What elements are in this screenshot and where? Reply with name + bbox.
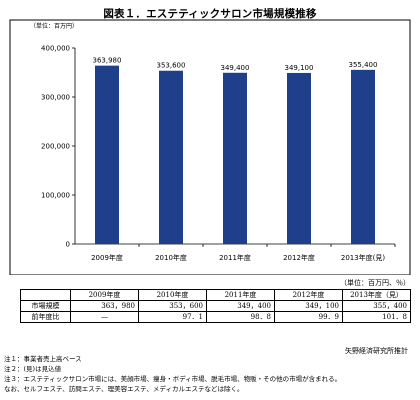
table-cell: 353，600 <box>138 300 207 312</box>
data-label: 355,400 <box>349 61 378 69</box>
table-cell: 98．8 <box>206 311 275 323</box>
table-cell: 363，980 <box>70 300 139 312</box>
data-label: 353,600 <box>157 62 186 70</box>
data-label: 363,980 <box>93 57 122 65</box>
table-cell: 99．9 <box>274 311 343 323</box>
x-tick-label: 2013年度(見) <box>341 253 386 262</box>
bar <box>351 69 375 244</box>
bar <box>95 65 119 244</box>
table-column-header: 2013年度（見） <box>342 289 411 301</box>
notes: 注１：事業者売上高ベース 注２：(見)は見込値 注３：エステティックサロン市場に… <box>4 354 341 394</box>
unit-label: （単位：百万円） <box>30 22 78 30</box>
note-line: 注３：エステティックサロン市場には、美顔市場、痩身・ボディ市場、脱毛市場、物販・… <box>4 375 342 383</box>
data-label: 349,100 <box>285 64 314 72</box>
table-cell: 355，400 <box>342 300 411 312</box>
table-cell: 349，400 <box>206 300 275 312</box>
table-row: 前年度比 — 97．1 98．8 99．9 101．8 <box>20 311 411 323</box>
table-column-header: 2012年度 <box>274 289 343 301</box>
y-tick-label: 100,000 <box>41 192 70 200</box>
table-corner-cell <box>20 289 71 301</box>
x-tick-label: 2011年度 <box>219 253 251 262</box>
table-cell: 349，100 <box>274 300 343 312</box>
table-column-header: 2010年度 <box>138 289 207 301</box>
x-tick-labels: 2009年度 2010年度 2011年度 2012年度 2013年度(見) <box>91 244 396 262</box>
table-column-header: 2011年度 <box>206 289 275 301</box>
bar <box>159 70 183 245</box>
note-line: なお、セルフエステ、訪問エステ、理美容エステ、メディカルエステなどは除く。 <box>4 385 244 393</box>
bar <box>287 72 311 244</box>
bar <box>223 72 247 244</box>
table-header-row: 2009年度 2010年度 2011年度 2012年度 2013年度（見） <box>20 289 411 301</box>
y-tick-label: 400,000 <box>41 45 70 53</box>
table-unit: （単位：百万円、％） <box>340 279 410 287</box>
y-ticks: 0 100,000 200,000 300,000 400,000 <box>41 45 75 249</box>
x-tick-label: 2009年度 <box>91 253 123 262</box>
note-line: 注１：事業者売上高ベース <box>4 355 82 363</box>
note-line: 注２：(見)は見込値 <box>4 365 62 373</box>
figure-title: 図表１．エステティックサロン市場規模推移 <box>103 8 317 20</box>
table-cell: 101．8 <box>342 311 411 323</box>
table-row: 市場規模 363，980 353，600 349，400 349，100 355… <box>20 300 411 312</box>
y-tick-label: 0 <box>66 241 70 249</box>
x-tick-label: 2010年度 <box>155 253 187 262</box>
table-row-label: 前年度比 <box>20 311 71 323</box>
data-label: 349,400 <box>221 64 250 72</box>
bars <box>95 65 375 245</box>
table-column-header: 2009年度 <box>70 289 139 301</box>
y-tick-label: 300,000 <box>41 94 70 102</box>
table-cell: 97．1 <box>138 311 207 323</box>
summary-table: 2009年度 2010年度 2011年度 2012年度 2013年度（見） 市場… <box>20 289 411 323</box>
table-row-label: 市場規模 <box>20 300 71 312</box>
y-tick-label: 200,000 <box>41 143 70 151</box>
bar-chart: （単位：百万円） 0 100,000 200,000 300,000 400,000 2… <box>9 19 411 275</box>
value-labels: 363,980 353,600 349,400 349,100 355,400 <box>93 57 378 72</box>
chart-frame <box>9 19 411 275</box>
source-credit: 矢野経済研究所推計 <box>345 347 408 355</box>
table-cell: — <box>70 311 139 323</box>
x-tick-label: 2012年度 <box>283 253 315 262</box>
